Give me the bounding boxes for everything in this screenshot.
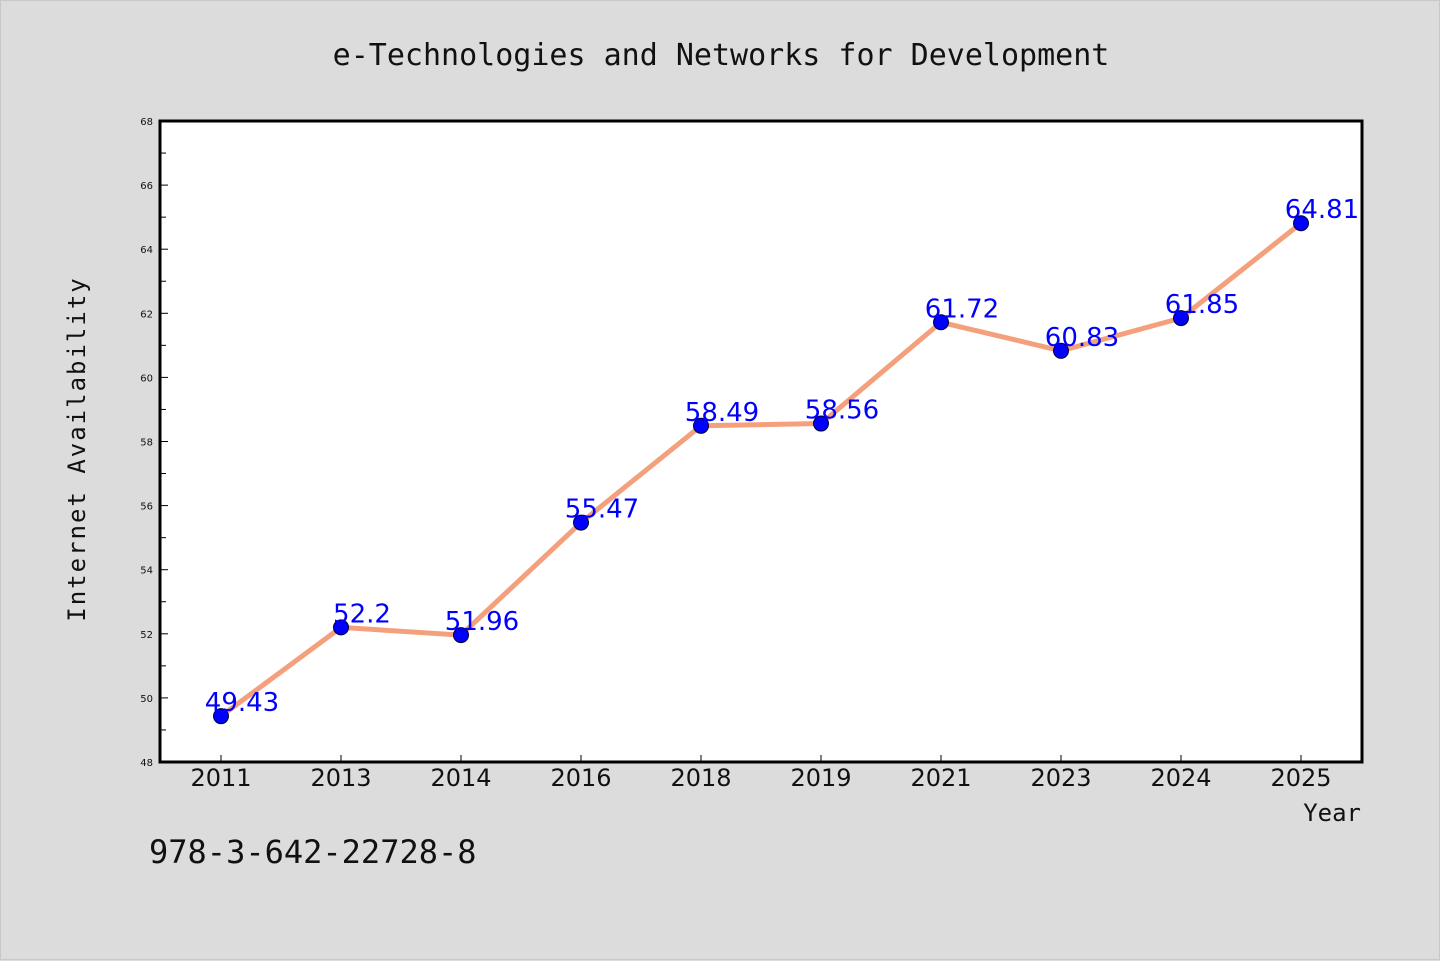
series-line [218, 220, 1304, 719]
plot-area [158, 119, 1364, 764]
x-tick-label: 2019 [790, 764, 851, 792]
y-axis-label: Internet Availability [63, 276, 91, 621]
data-label: 55.47 [565, 495, 639, 525]
data-label: 49.43 [205, 688, 279, 718]
x-tick-label: 2021 [910, 764, 971, 792]
data-point-marker [213, 708, 229, 725]
data-label: 61.72 [925, 294, 999, 324]
data-point-marker [693, 417, 709, 434]
y-tick-label: 48 [140, 758, 153, 769]
data-labels-layer: 49.43 52.2 51.96 55.47 58.49 58.56 61.72 60.83 6… [205, 195, 1359, 718]
x-tick-label: 2023 [1030, 764, 1091, 792]
x-tick-label: 2025 [1270, 764, 1331, 792]
data-label: 61.85 [1165, 290, 1239, 320]
data-label: 58.56 [805, 396, 879, 426]
y-tick-label: 66 [140, 181, 153, 192]
data-point-marker [813, 415, 829, 432]
x-axis-label: Year [1303, 799, 1361, 827]
series-layer [213, 215, 1309, 725]
data-point-marker [1293, 215, 1309, 232]
x-tick-label: 2016 [550, 764, 611, 792]
data-point-marker [1173, 310, 1189, 327]
data-point-marker [573, 514, 589, 531]
y-tick-label: 68 [140, 117, 153, 128]
x-tick-label: 2014 [430, 764, 491, 792]
data-point-marker [1053, 342, 1069, 359]
data-label: 64.81 [1285, 195, 1359, 225]
data-point-marker [333, 619, 349, 636]
isbn-text: 978-3-642-22728-8 [149, 833, 477, 871]
y-tick-label: 56 [140, 502, 153, 513]
y-tick-label: 54 [140, 566, 153, 577]
x-tick-label: 2018 [670, 764, 731, 792]
data-label: 51.96 [445, 607, 519, 637]
y-tick-label: 60 [140, 373, 153, 384]
y-tick-label: 64 [140, 245, 153, 256]
data-label: 58.49 [685, 398, 759, 428]
y-tick-label: 50 [140, 694, 153, 705]
y-tick-label: 62 [140, 309, 153, 320]
x-tick-label: 2024 [1150, 764, 1211, 792]
x-tick-label: 2013 [310, 764, 371, 792]
data-point-marker [933, 314, 949, 331]
y-axis-ticks: 48 50 52 54 56 58 60 62 64 66 68 [140, 117, 168, 769]
data-label: 60.83 [1045, 323, 1119, 353]
y-tick-label: 52 [140, 630, 153, 641]
x-tick-label: 2011 [190, 764, 251, 792]
data-point-marker [453, 627, 469, 644]
y-tick-label: 58 [140, 438, 153, 449]
data-label: 52.2 [333, 599, 391, 629]
chart-title: e-Technologies and Networks for Developm… [333, 38, 1110, 73]
x-axis-ticks: 2011 2013 2014 2016 2018 2019 2021 2023 2024 2025 [190, 755, 1332, 792]
